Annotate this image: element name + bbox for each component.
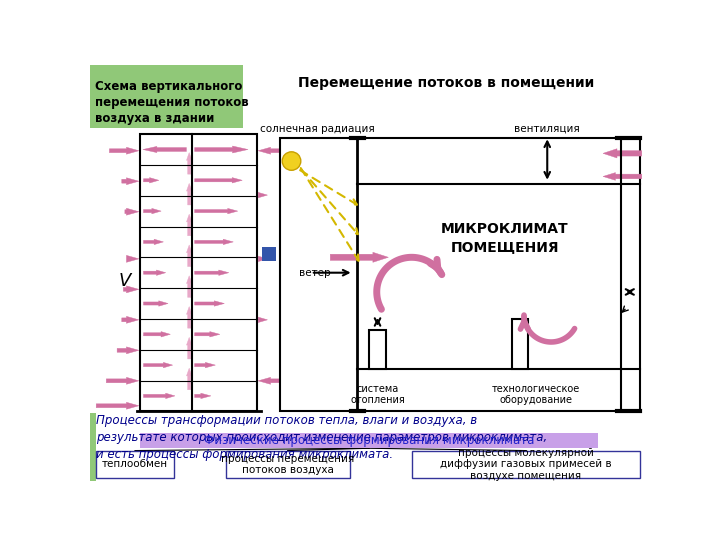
Polygon shape bbox=[194, 239, 233, 245]
Polygon shape bbox=[194, 301, 225, 306]
Polygon shape bbox=[186, 276, 192, 298]
Polygon shape bbox=[258, 147, 282, 154]
Polygon shape bbox=[194, 208, 238, 214]
Text: МИКРОКЛИМАТ
ПОМЕЩЕНИЯ: МИКРОКЛИМАТ ПОМЕЩЕНИЯ bbox=[441, 222, 568, 254]
Polygon shape bbox=[143, 301, 168, 306]
Bar bbox=[90, 65, 243, 128]
Bar bbox=[225, 450, 350, 478]
Polygon shape bbox=[125, 208, 139, 215]
Text: Схема вертикального
перемещения потоков
воздуха в здании: Схема вертикального перемещения потоков … bbox=[94, 80, 248, 125]
Polygon shape bbox=[258, 377, 282, 384]
Polygon shape bbox=[186, 153, 192, 174]
Text: ветер: ветер bbox=[299, 268, 330, 278]
Polygon shape bbox=[127, 255, 139, 262]
Polygon shape bbox=[186, 368, 192, 390]
Polygon shape bbox=[122, 178, 139, 185]
Bar bbox=[90, 413, 96, 481]
Text: система
отопления: система отопления bbox=[350, 383, 405, 405]
Polygon shape bbox=[143, 178, 159, 183]
Polygon shape bbox=[143, 362, 173, 368]
Polygon shape bbox=[194, 362, 215, 368]
Polygon shape bbox=[143, 146, 186, 153]
Polygon shape bbox=[143, 332, 171, 337]
Text: теплообмен: теплообмен bbox=[102, 460, 168, 469]
Polygon shape bbox=[603, 173, 642, 180]
Bar bbox=[140, 134, 256, 411]
Polygon shape bbox=[143, 393, 175, 399]
Text: процессы перемещения
потоков воздуха: процессы перемещения потоков воздуха bbox=[221, 454, 354, 475]
Polygon shape bbox=[186, 245, 192, 267]
Polygon shape bbox=[194, 270, 229, 275]
Polygon shape bbox=[143, 208, 161, 214]
Polygon shape bbox=[143, 239, 163, 245]
Polygon shape bbox=[194, 178, 242, 183]
Polygon shape bbox=[186, 184, 192, 205]
Polygon shape bbox=[194, 332, 220, 337]
Text: Перемещение потоков в помещении: Перемещение потоков в помещении bbox=[298, 76, 595, 90]
Text: солнечная радиация: солнечная радиация bbox=[260, 124, 374, 134]
Bar bbox=[412, 450, 640, 478]
Polygon shape bbox=[330, 252, 388, 262]
Polygon shape bbox=[258, 256, 267, 261]
Polygon shape bbox=[186, 338, 192, 359]
Polygon shape bbox=[123, 286, 139, 293]
Polygon shape bbox=[107, 377, 139, 384]
Text: Процессы трансформации потоков тепла, влаги и воздуха, в
результате которых прои: Процессы трансформации потоков тепла, вл… bbox=[96, 414, 547, 461]
Bar bbox=[280, 138, 640, 411]
Bar bbox=[513, 319, 528, 369]
Polygon shape bbox=[96, 402, 139, 409]
Polygon shape bbox=[194, 393, 211, 399]
Polygon shape bbox=[186, 214, 192, 236]
Text: Физические процессы формирования микроклимата: Физические процессы формирования микрокл… bbox=[204, 434, 534, 447]
Polygon shape bbox=[194, 146, 248, 153]
Polygon shape bbox=[117, 347, 139, 354]
Polygon shape bbox=[109, 147, 139, 154]
Text: вентиляция: вентиляция bbox=[514, 124, 580, 134]
Text: технологическое
оборудование: технологическое оборудование bbox=[492, 383, 580, 405]
Text: V: V bbox=[119, 272, 131, 290]
Polygon shape bbox=[258, 317, 267, 322]
Bar bbox=[96, 450, 174, 478]
Circle shape bbox=[282, 152, 301, 170]
Polygon shape bbox=[603, 148, 642, 158]
Polygon shape bbox=[186, 307, 192, 328]
Bar bbox=[369, 330, 386, 369]
Polygon shape bbox=[258, 192, 267, 198]
Polygon shape bbox=[143, 270, 166, 275]
Polygon shape bbox=[122, 316, 139, 323]
Bar bbox=[140, 433, 598, 448]
Text: процессы молекулярной
диффузии газовых примесей в
воздухе помещения: процессы молекулярной диффузии газовых п… bbox=[440, 448, 612, 481]
Bar bbox=[262, 247, 276, 261]
